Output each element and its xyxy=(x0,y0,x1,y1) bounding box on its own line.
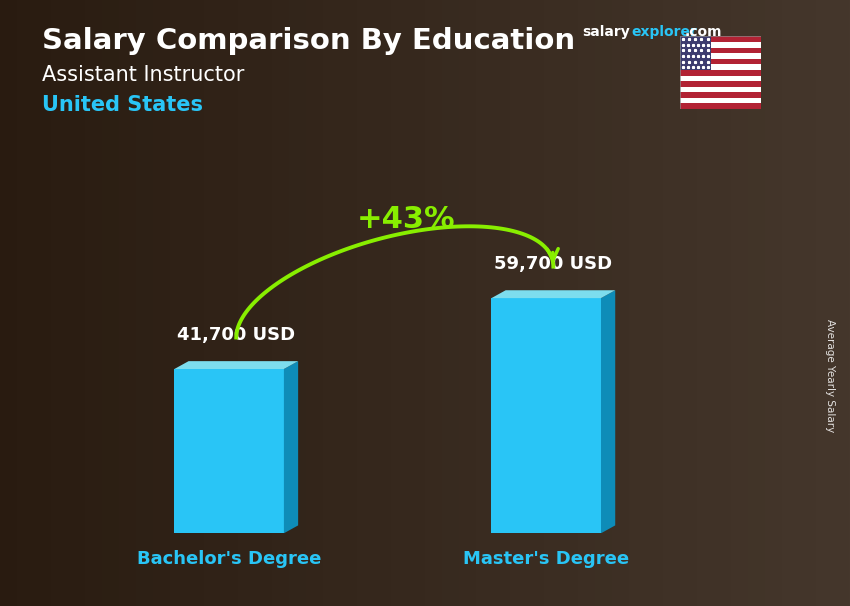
Text: Average Yearly Salary: Average Yearly Salary xyxy=(824,319,835,432)
Bar xyxy=(680,36,711,70)
Text: explorer: explorer xyxy=(632,25,697,39)
Text: 41,700 USD: 41,700 USD xyxy=(177,326,295,344)
Bar xyxy=(680,64,761,70)
Bar xyxy=(680,104,761,109)
Bar xyxy=(491,298,601,533)
Bar xyxy=(680,47,761,53)
Polygon shape xyxy=(601,290,615,533)
Polygon shape xyxy=(491,290,615,298)
Bar xyxy=(680,36,761,42)
Bar xyxy=(680,98,761,104)
Bar xyxy=(680,53,761,59)
Text: United States: United States xyxy=(42,95,203,115)
Polygon shape xyxy=(174,361,298,369)
Text: +43%: +43% xyxy=(357,204,456,233)
Text: 59,700 USD: 59,700 USD xyxy=(494,255,612,273)
Bar xyxy=(680,87,761,92)
Text: Salary Comparison By Education: Salary Comparison By Education xyxy=(42,27,575,55)
Bar xyxy=(680,59,761,64)
Text: Assistant Instructor: Assistant Instructor xyxy=(42,65,245,85)
Bar xyxy=(680,81,761,87)
Bar xyxy=(174,369,284,533)
Bar xyxy=(680,92,761,98)
Bar xyxy=(680,42,761,47)
Polygon shape xyxy=(284,361,298,533)
Bar xyxy=(680,70,761,76)
Bar xyxy=(680,76,761,81)
Text: salary: salary xyxy=(582,25,630,39)
Text: .com: .com xyxy=(685,25,722,39)
